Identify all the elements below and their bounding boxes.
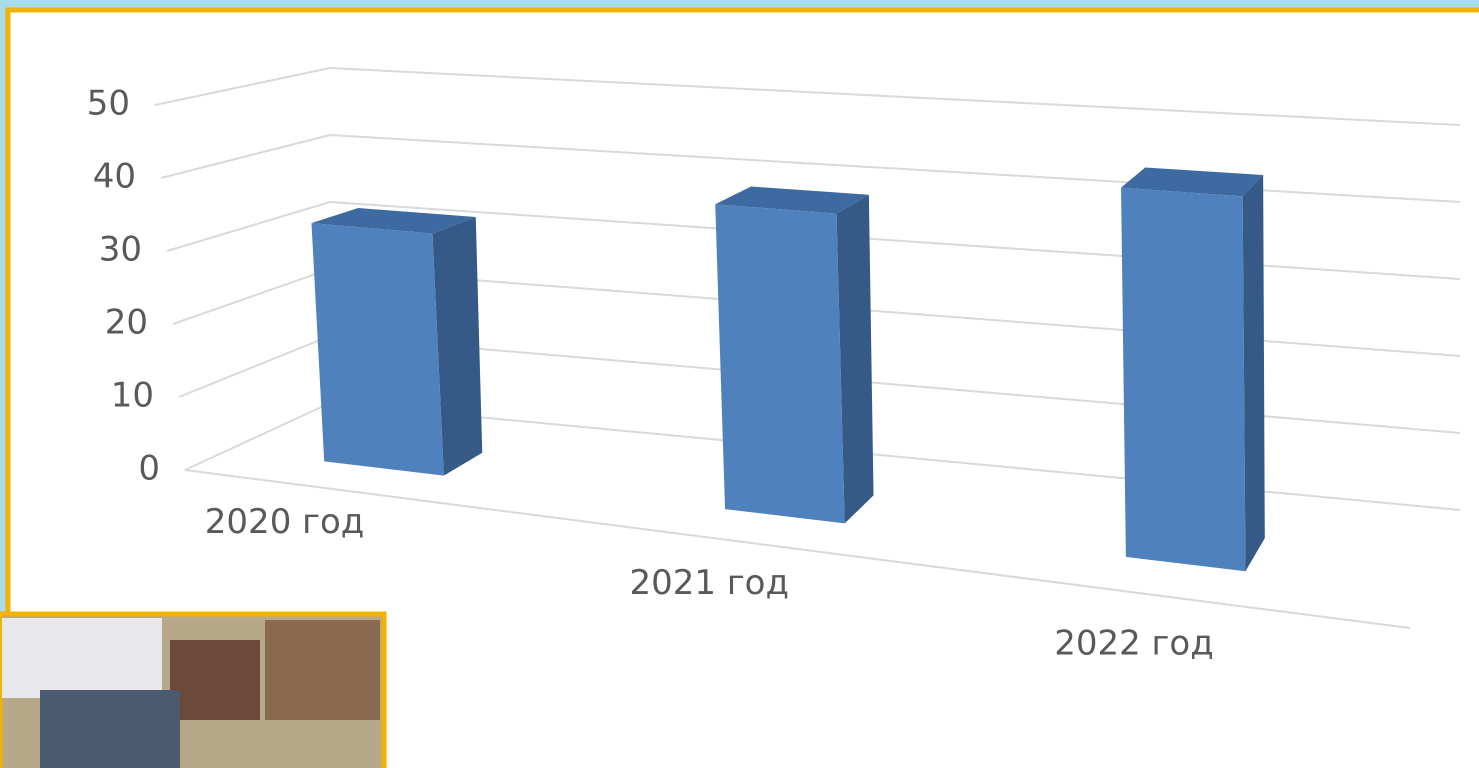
page: 010203040502020 год2021 год2022 год (() … xyxy=(0,0,1479,768)
x-tick-label: 2022 год xyxy=(1054,623,1214,663)
bar xyxy=(1121,167,1265,571)
y-tick-label: 40 xyxy=(93,157,136,197)
chart: 0 10 20 30 40 50 2020 год 2021 год 2022 год xyxy=(0,0,1479,768)
bar-side xyxy=(1243,175,1265,571)
video-inset xyxy=(0,614,384,768)
bar-front xyxy=(715,204,844,523)
inset-people xyxy=(40,690,180,768)
y-tick-label: 50 xyxy=(87,84,130,124)
x-tick-label: 2020 год xyxy=(205,502,365,542)
y-tick-label: 10 xyxy=(111,376,154,416)
y-tick-label: 20 xyxy=(105,303,148,343)
inset-wall xyxy=(2,618,162,698)
inset-cabinet xyxy=(265,620,380,720)
bar xyxy=(311,208,482,476)
bar xyxy=(715,186,873,523)
y-tick-label: 0 xyxy=(138,449,160,489)
inset-shelf xyxy=(170,640,260,720)
y-tick-label: 30 xyxy=(99,230,142,270)
x-tick-label: 2021 год xyxy=(629,563,789,603)
bar-front xyxy=(311,223,443,475)
bar-front xyxy=(1121,188,1245,572)
